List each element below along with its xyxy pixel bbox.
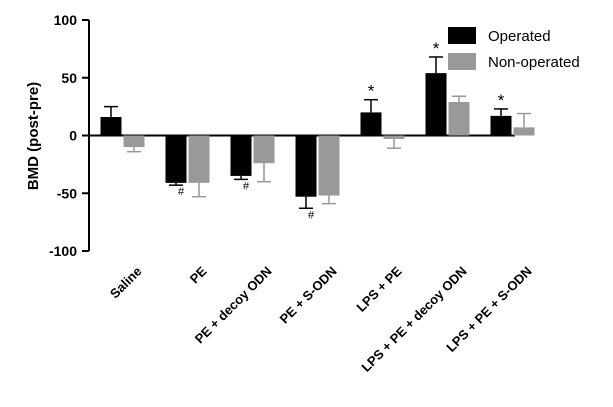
bar-non-operated bbox=[513, 127, 535, 136]
legend-label: Non-operated bbox=[488, 54, 580, 71]
category-label: PE bbox=[187, 263, 210, 286]
significance-marks: # # # * * * bbox=[178, 39, 505, 221]
bar-non-operated bbox=[253, 135, 275, 164]
bar-operated bbox=[425, 73, 447, 136]
bar-non-operated bbox=[448, 102, 470, 136]
category-label: Saline bbox=[107, 264, 145, 302]
bar-operated bbox=[295, 135, 317, 197]
bar-operated bbox=[165, 135, 187, 183]
bar-operated bbox=[230, 135, 252, 176]
legend-label: Operated bbox=[488, 28, 551, 45]
bar-non-operated bbox=[383, 135, 405, 139]
significance-hash: # bbox=[178, 186, 185, 198]
y-tick-label: -50 bbox=[57, 185, 77, 201]
y-tick-label: -100 bbox=[49, 243, 77, 259]
significance-hash: # bbox=[308, 209, 315, 221]
category-label: PE + S-ODN bbox=[277, 264, 340, 327]
legend-swatch bbox=[448, 27, 476, 44]
significance-hash: # bbox=[243, 180, 250, 192]
bar-operated bbox=[100, 117, 122, 136]
bar-non-operated bbox=[318, 135, 340, 196]
axes: 100 50 0 -50 -100 bbox=[49, 12, 515, 259]
significance-star: * bbox=[368, 82, 375, 101]
bar-non-operated bbox=[123, 135, 145, 148]
significance-star: * bbox=[433, 39, 440, 58]
legend: Operated Non-operated bbox=[448, 27, 580, 71]
error-bars bbox=[104, 56, 531, 210]
significance-star: * bbox=[498, 91, 505, 110]
category-label: LPS + PE bbox=[353, 263, 404, 314]
bars bbox=[100, 73, 535, 197]
y-tick-label: 50 bbox=[61, 70, 77, 86]
y-tick-label: 100 bbox=[54, 12, 78, 28]
y-tick-label: 0 bbox=[69, 128, 77, 144]
category-label: LPS + PE + decoy ODN bbox=[358, 264, 469, 375]
bar-operated bbox=[360, 112, 382, 136]
bar-non-operated bbox=[188, 135, 210, 183]
bar-operated bbox=[490, 115, 512, 136]
legend-swatch bbox=[448, 53, 476, 70]
y-axis-title: BMD (post-pre) bbox=[25, 82, 42, 190]
